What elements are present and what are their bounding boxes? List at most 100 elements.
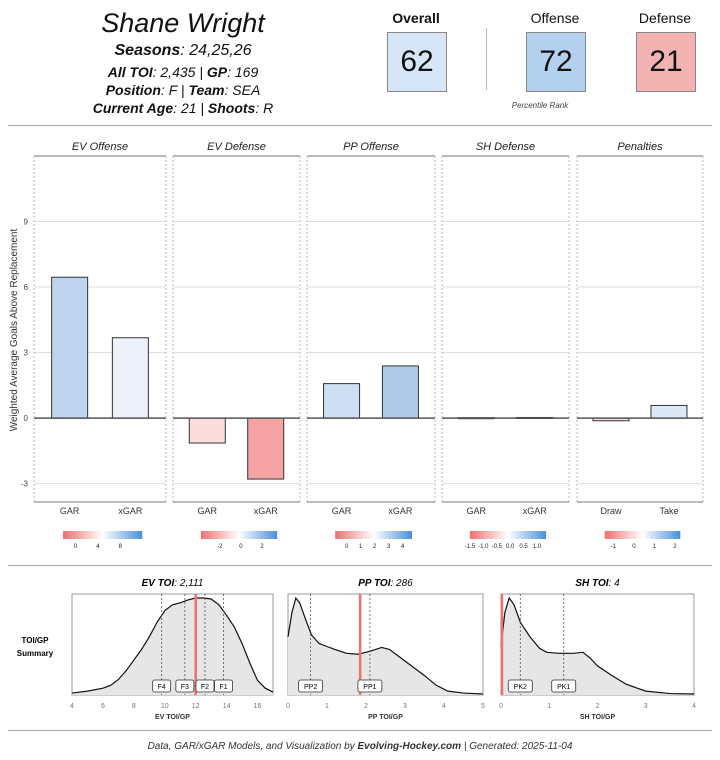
colorbar-tick-label: -0.5 <box>492 544 503 550</box>
density-title-separator: : <box>609 578 615 589</box>
x-tick-label: 4 <box>692 703 696 710</box>
x-tick-label: xGAR <box>254 506 279 516</box>
x-tick-label: 5 <box>481 703 485 710</box>
density-curve <box>287 596 484 695</box>
ref-label-box <box>175 679 195 693</box>
colorbar-tick-label: 4 <box>96 544 100 550</box>
colorbar-tick-label: 2 <box>673 544 677 550</box>
gp-value: 169 <box>234 64 259 80</box>
bar-gar <box>323 383 361 419</box>
x-tick-label: 16 <box>254 703 262 710</box>
colorbar <box>200 531 278 539</box>
footer: Data, GAR/xGAR Models, and Visualization… <box>0 741 720 752</box>
colorbar-tick-label: 2 <box>260 544 264 550</box>
age-line: Current Age: 21 | Shoots: R <box>92 100 274 116</box>
colorbar-tick-label: -1 <box>611 544 617 550</box>
density-title: EV TOI: 2,111 <box>142 578 204 589</box>
percentile-caption: Percentile Rank <box>511 101 569 110</box>
x-tick-label: 10 <box>161 703 169 710</box>
side-label: TOI/GP <box>22 636 50 645</box>
colorbar-tick-label: 0 <box>239 544 243 550</box>
x-tick-label: xGAR <box>388 506 413 516</box>
colorbar-tick-label: -2 <box>217 544 223 550</box>
density-title-bold: SH TOI <box>575 578 608 589</box>
ref-label-box <box>152 679 172 693</box>
ref-label-box <box>298 679 324 693</box>
divider-bottom <box>8 730 712 731</box>
defense-label: Defense <box>638 10 692 26</box>
colorbar-tick-label: -1.5 <box>465 544 476 550</box>
density-curve <box>71 597 274 694</box>
shoots-label: Shoots <box>207 100 256 116</box>
y-tick-label: 0 <box>24 414 29 423</box>
x-tick-label: 3 <box>403 703 407 710</box>
ref-label-box <box>357 679 383 693</box>
offense-score: 72 <box>526 32 586 92</box>
panel-title: SH Defense <box>476 141 535 153</box>
density-area <box>501 598 694 695</box>
toi-value: 2,435 <box>160 64 196 80</box>
bar-xgar <box>381 365 419 419</box>
density-area <box>72 598 273 695</box>
seasons-line: Seasons: 24,25,26 <box>114 42 252 59</box>
player-name: Shane Wright <box>101 8 265 38</box>
x-tick-label: 8 <box>132 703 136 710</box>
ref-label: F2 <box>201 684 209 691</box>
seasons-value: 24,25,26 <box>189 42 252 59</box>
bar-take <box>650 404 688 419</box>
x-tick-label: xGAR <box>118 506 143 516</box>
x-tick-label: 4 <box>70 703 74 710</box>
colorbar <box>335 531 412 539</box>
panel-title: EV Defense <box>207 141 266 153</box>
divider-middle <box>8 565 712 566</box>
panel-title: EV Offense <box>72 141 128 153</box>
density-title-value: 4 <box>614 578 620 589</box>
overall-label: Overall <box>392 10 440 26</box>
density-title: SH TOI: 4 <box>575 578 620 589</box>
overall-score: 62 <box>387 32 447 92</box>
x-tick-label: 2 <box>596 703 600 710</box>
density-title-bold: EV TOI <box>142 578 175 589</box>
footer-generated: | Generated: 2025-11-04 <box>461 741 573 752</box>
colorbar <box>63 531 143 539</box>
score-divider <box>486 28 487 90</box>
panel-title: PP Offense <box>343 141 399 153</box>
ref-label-box <box>195 679 215 693</box>
y-tick-label: 6 <box>24 283 29 292</box>
density-title-bold: PP TOI <box>358 578 390 589</box>
x-tick-label: 1 <box>547 703 551 710</box>
x-tick-label: Take <box>659 506 678 516</box>
x-tick-label: GAR <box>198 506 218 516</box>
x-tick-label: GAR <box>60 506 80 516</box>
y-axis-label: Weighted Average Goals Above Replacement <box>9 229 20 432</box>
colorbar-tick-label: 3 <box>387 544 391 550</box>
x-tick-label: 3 <box>644 703 648 710</box>
toi-label: All TOI <box>107 64 153 80</box>
team-value: SEA <box>232 82 261 98</box>
x-tick-label: GAR <box>467 506 487 516</box>
panel-title: Penalties <box>617 141 663 153</box>
colorbar-tick-label: 0 <box>632 544 636 550</box>
colorbar-tick-label: 2 <box>373 544 377 550</box>
defense-score: 21 <box>636 32 696 92</box>
position-label: Position <box>105 82 161 98</box>
colorbar <box>604 531 681 539</box>
density-curve <box>500 596 695 695</box>
age-label: Current Age <box>92 100 174 116</box>
position-line: Position: F | Team: SEA <box>105 82 261 98</box>
y-tick-label: 9 <box>24 218 29 227</box>
toi-line: All TOI: 2,435 | GP: 169 <box>107 64 259 80</box>
colorbar-tick-label: 1.0 <box>533 544 542 550</box>
divider-top <box>8 125 712 126</box>
density-title-separator: : <box>390 578 396 589</box>
bar-xgar <box>247 417 285 480</box>
offense-label: Offense <box>530 10 580 26</box>
ref-label: PK2 <box>514 684 527 691</box>
x-axis-label: EV TOI/GP <box>155 714 190 721</box>
ref-label-box <box>507 679 533 693</box>
x-axis-label: PP TOI/GP <box>368 714 403 721</box>
seasons-label: Seasons <box>114 42 181 59</box>
ref-label-box <box>214 679 233 693</box>
